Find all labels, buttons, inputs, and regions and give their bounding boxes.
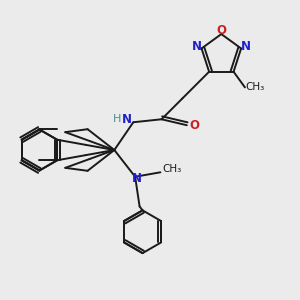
Text: CH₃: CH₃: [246, 82, 265, 92]
Text: N: N: [192, 40, 202, 52]
Text: N: N: [132, 172, 142, 185]
Text: N: N: [122, 113, 132, 126]
Text: H: H: [113, 114, 121, 124]
Text: N: N: [241, 40, 250, 52]
Text: O: O: [216, 24, 226, 37]
Text: O: O: [189, 119, 199, 132]
Text: CH₃: CH₃: [163, 164, 182, 174]
